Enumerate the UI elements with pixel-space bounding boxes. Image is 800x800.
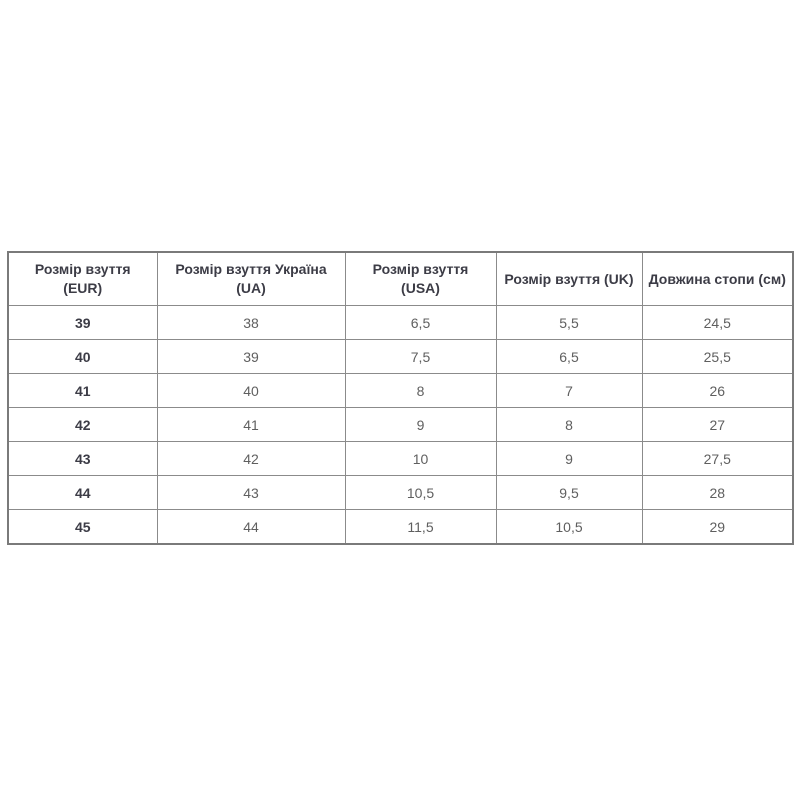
cell-ua: 44 [156,509,346,545]
cell-usa: 7,5 [344,339,497,374]
cell-ua: 42 [156,441,346,476]
header-cell-uk: Розмір взуття (UK) [495,251,643,306]
cell-usa: 11,5 [344,509,497,545]
cell-eur: 44 [7,475,158,510]
table-row: 43 42 10 9 27,5 [7,441,794,476]
cell-cm: 24,5 [641,305,794,340]
table-header: Розмір взуття (EUR) Розмір взуття Україн… [7,251,794,306]
cell-uk: 5,5 [495,305,643,340]
header-cell-ua: Розмір взуття Україна (UA) [156,251,346,306]
cell-ua: 43 [156,475,346,510]
cell-eur: 41 [7,373,158,408]
cell-uk: 9 [495,441,643,476]
cell-usa: 8 [344,373,497,408]
cell-usa: 10,5 [344,475,497,510]
table-row: 42 41 9 8 27 [7,407,794,442]
cell-eur: 45 [7,509,158,545]
header-cell-usa: Розмір взуття (USA) [344,251,497,306]
cell-ua: 38 [156,305,346,340]
cell-uk: 6,5 [495,339,643,374]
cell-eur: 40 [7,339,158,374]
table-row: 40 39 7,5 6,5 25,5 [7,339,794,374]
table-row: 39 38 6,5 5,5 24,5 [7,305,794,340]
cell-ua: 41 [156,407,346,442]
cell-ua: 39 [156,339,346,374]
header-cell-eur: Розмір взуття (EUR) [7,251,158,306]
cell-cm: 28 [641,475,794,510]
table-body: 39 38 6,5 5,5 24,5 40 39 7,5 6,5 25,5 41… [7,305,794,545]
header-row: Розмір взуття (EUR) Розмір взуття Україн… [7,251,794,306]
cell-cm: 29 [641,509,794,545]
shoe-size-conversion-table-wrap: Розмір взуття (EUR) Розмір взуття Україн… [7,251,794,545]
cell-eur: 43 [7,441,158,476]
cell-ua: 40 [156,373,346,408]
cell-uk: 7 [495,373,643,408]
cell-usa: 10 [344,441,497,476]
cell-uk: 10,5 [495,509,643,545]
cell-uk: 9,5 [495,475,643,510]
table-row: 45 44 11,5 10,5 29 [7,509,794,545]
cell-cm: 25,5 [641,339,794,374]
cell-cm: 26 [641,373,794,408]
cell-eur: 42 [7,407,158,442]
cell-uk: 8 [495,407,643,442]
cell-cm: 27 [641,407,794,442]
cell-eur: 39 [7,305,158,340]
cell-cm: 27,5 [641,441,794,476]
shoe-size-conversion-table: Розмір взуття (EUR) Розмір взуття Україн… [7,251,794,545]
cell-usa: 9 [344,407,497,442]
cell-usa: 6,5 [344,305,497,340]
table-row: 44 43 10,5 9,5 28 [7,475,794,510]
header-cell-cm: Довжина стопи (см) [641,251,794,306]
table-row: 41 40 8 7 26 [7,373,794,408]
